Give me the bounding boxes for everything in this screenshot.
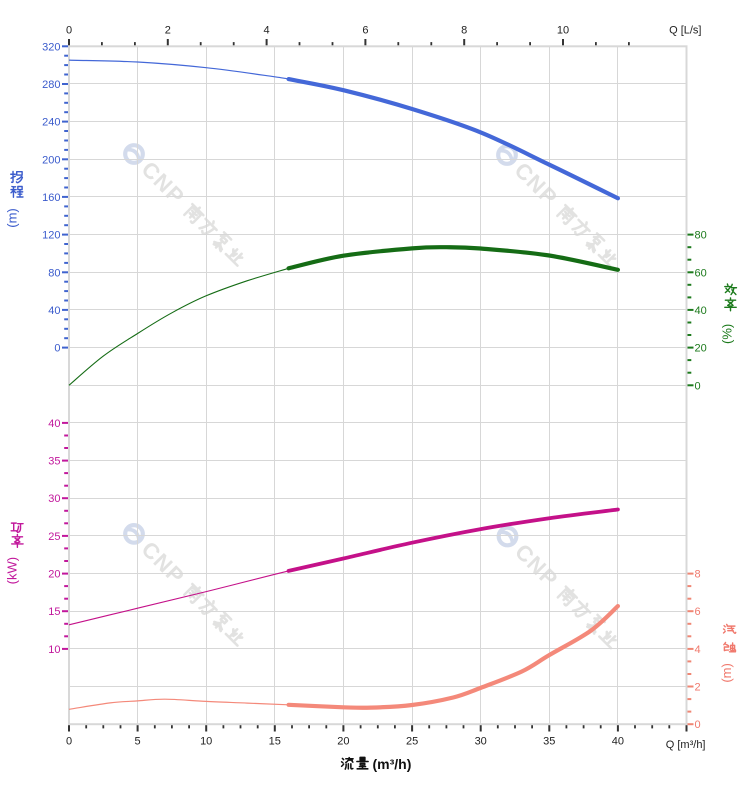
svg-text:0: 0 bbox=[66, 24, 72, 36]
svg-text:25: 25 bbox=[48, 531, 60, 543]
svg-text:(m): (m) bbox=[5, 208, 20, 228]
svg-text:4: 4 bbox=[695, 644, 701, 656]
svg-text:40: 40 bbox=[695, 305, 707, 317]
svg-text:35: 35 bbox=[48, 456, 60, 468]
svg-text:30: 30 bbox=[475, 736, 487, 748]
svg-text:40: 40 bbox=[48, 305, 60, 317]
svg-text:6: 6 bbox=[695, 606, 701, 618]
svg-text:25: 25 bbox=[406, 736, 418, 748]
svg-text:Q [m³/h]: Q [m³/h] bbox=[666, 739, 706, 751]
svg-text:80: 80 bbox=[695, 230, 707, 242]
svg-text:0: 0 bbox=[66, 736, 72, 748]
svg-text:10: 10 bbox=[48, 644, 60, 656]
svg-text:10: 10 bbox=[200, 736, 212, 748]
svg-text:20: 20 bbox=[695, 343, 707, 355]
svg-text:8: 8 bbox=[461, 24, 467, 36]
svg-text:4: 4 bbox=[264, 24, 270, 36]
svg-text:8: 8 bbox=[695, 569, 701, 581]
svg-text:15: 15 bbox=[269, 736, 281, 748]
svg-text:0: 0 bbox=[54, 343, 60, 355]
svg-text:280: 280 bbox=[42, 79, 60, 91]
svg-text:20: 20 bbox=[337, 736, 349, 748]
svg-text:35: 35 bbox=[543, 736, 555, 748]
svg-text:30: 30 bbox=[48, 493, 60, 505]
svg-text:120: 120 bbox=[42, 230, 60, 242]
svg-text:240: 240 bbox=[42, 117, 60, 129]
svg-text:40: 40 bbox=[48, 418, 60, 430]
svg-text:20: 20 bbox=[48, 569, 60, 581]
svg-text:(m³/h): (m³/h) bbox=[373, 756, 412, 772]
svg-text:6: 6 bbox=[362, 24, 368, 36]
svg-text:(kW): (kW) bbox=[5, 557, 20, 584]
svg-text:320: 320 bbox=[42, 41, 60, 53]
svg-text:(m): (m) bbox=[719, 663, 734, 683]
svg-text:0: 0 bbox=[695, 719, 701, 731]
svg-text:200: 200 bbox=[42, 154, 60, 166]
svg-text:15: 15 bbox=[48, 606, 60, 618]
svg-text:10: 10 bbox=[557, 24, 569, 36]
svg-text:160: 160 bbox=[42, 192, 60, 204]
svg-text:80: 80 bbox=[48, 267, 60, 279]
svg-text:0: 0 bbox=[695, 380, 701, 392]
svg-text:(%): (%) bbox=[720, 324, 735, 344]
svg-text:2: 2 bbox=[165, 24, 171, 36]
svg-text:Q [L/s]: Q [L/s] bbox=[669, 25, 701, 37]
svg-text:5: 5 bbox=[135, 736, 141, 748]
svg-text:2: 2 bbox=[695, 682, 701, 694]
svg-text:60: 60 bbox=[695, 267, 707, 279]
svg-text:40: 40 bbox=[612, 736, 624, 748]
